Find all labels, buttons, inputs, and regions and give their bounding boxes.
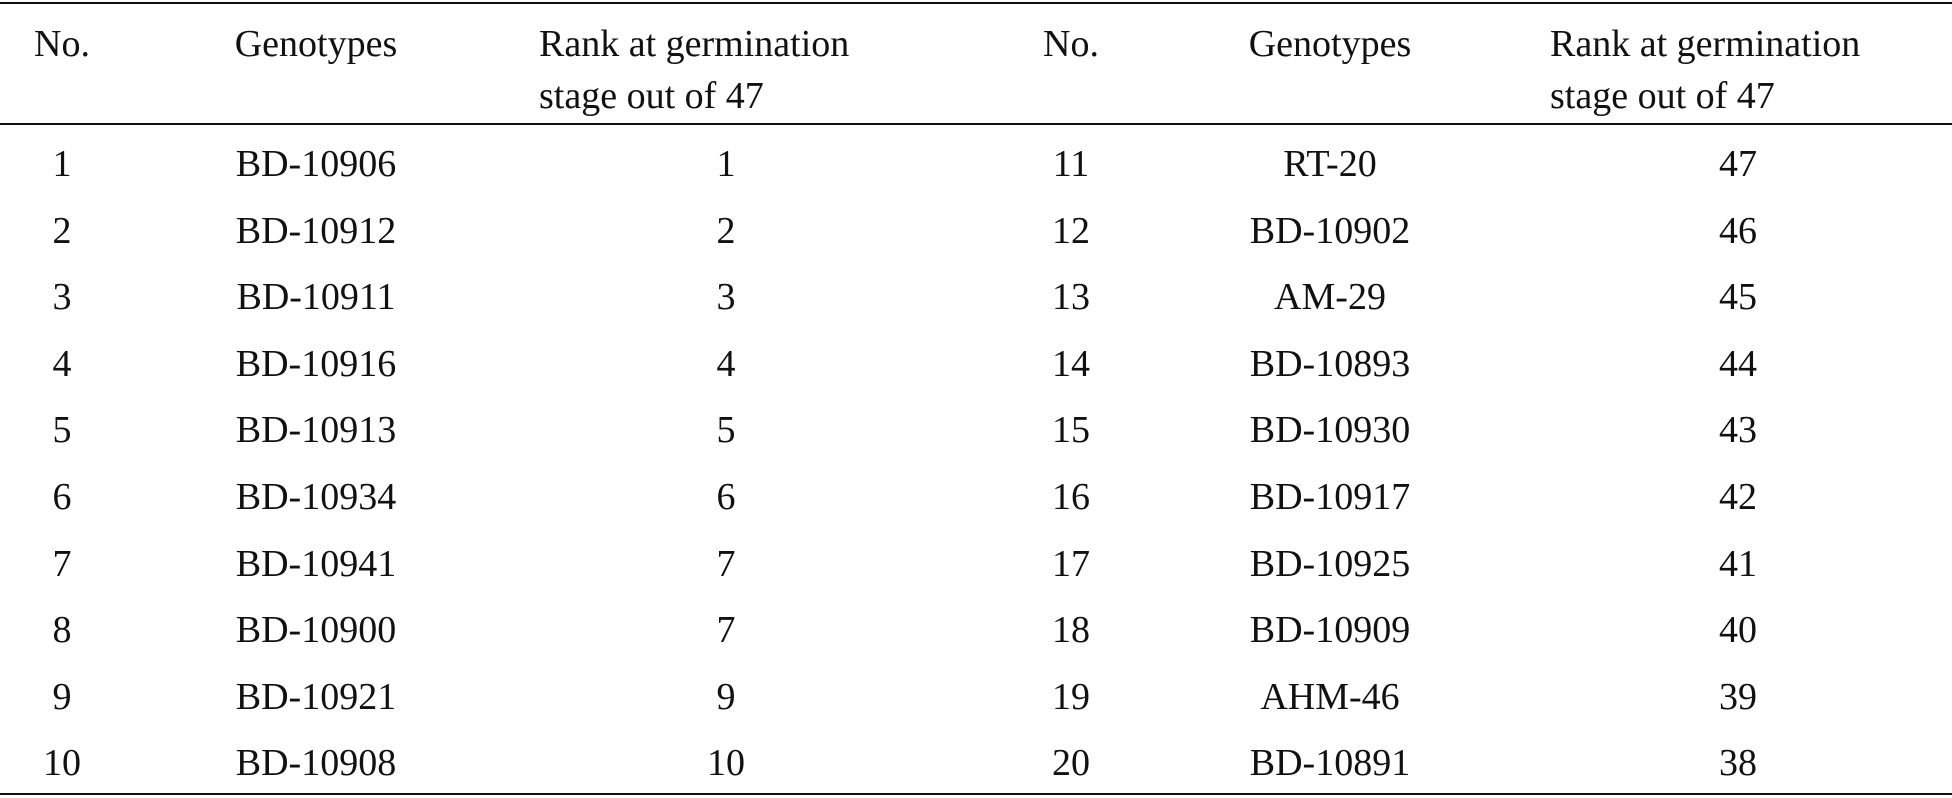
table-cell: 2 (52, 209, 72, 252)
header-rule (0, 123, 1952, 125)
table-cell: 3 (52, 276, 72, 319)
table-cell: BD-10900 (235, 609, 397, 652)
table-cell: 14 (1052, 342, 1090, 385)
table-cell: 46 (1719, 209, 1757, 252)
header-cell: No. (34, 23, 90, 65)
table-cell: 4 (52, 342, 72, 385)
table-cell: BD-10891 (1249, 742, 1411, 785)
table-cell: 45 (1719, 276, 1757, 319)
table-cell: 2 (716, 209, 736, 252)
table-cell: 19 (1052, 675, 1090, 718)
table-cell: 41 (1719, 542, 1757, 585)
table-cell: 7 (716, 542, 736, 585)
table-cell: 44 (1719, 342, 1757, 385)
header-cell: Genotypes (1248, 23, 1412, 65)
table-cell: 17 (1052, 542, 1090, 585)
table-cell: 10 (43, 742, 81, 785)
table-cell: BD-10912 (235, 209, 397, 252)
table-cell: BD-10909 (1249, 609, 1411, 652)
table-cell: RT-20 (1283, 143, 1377, 185)
table-cell: 13 (1052, 276, 1090, 319)
table-cell: 7 (716, 609, 736, 652)
table-cell: 1 (52, 143, 72, 185)
table-cell: BD-10916 (235, 342, 397, 385)
table-cell: 20 (1052, 742, 1090, 785)
header-cell: Genotypes (234, 23, 398, 65)
table-cell: 3 (716, 276, 736, 319)
table-cell: BD-10906 (235, 143, 397, 185)
table-cell: 11 (1052, 143, 1090, 185)
table-cell: 6 (52, 476, 72, 518)
table-cell: BD-10893 (1249, 342, 1411, 385)
table-cell: 47 (1719, 143, 1757, 185)
table-cell: BD-10930 (1249, 409, 1411, 452)
header-cell: Rank at germination stage out of 47 (539, 23, 850, 117)
table-cell: BD-10941 (235, 542, 397, 585)
table-cell: 40 (1719, 609, 1757, 652)
table-cell: BD-10911 (236, 276, 396, 319)
table-cell: 4 (716, 342, 736, 385)
table-cell: 42 (1719, 476, 1757, 518)
table-cell: 9 (716, 675, 736, 718)
table-cell: BD-10908 (235, 742, 397, 785)
table-cell: 39 (1719, 675, 1757, 718)
header-cell: Rank at germination stage out of 47 (1550, 23, 1861, 117)
table-cell: 9 (52, 675, 72, 718)
table-cell: 18 (1052, 609, 1090, 652)
table-cell: 43 (1719, 409, 1757, 452)
table-cell: 38 (1719, 742, 1757, 785)
table-cell: BD-10934 (235, 476, 397, 518)
table-cell: 12 (1052, 209, 1090, 252)
table-cell: 6 (716, 476, 736, 518)
table-cell: BD-10917 (1249, 476, 1411, 518)
table-cell: AM-29 (1274, 276, 1386, 319)
table-cell: 7 (52, 542, 72, 585)
table-cell: BD-10921 (235, 675, 397, 718)
header-cell: No. (1043, 23, 1099, 65)
table-cell: 5 (716, 409, 736, 452)
table-cell: 1 (716, 143, 736, 185)
table-cell: AHM-46 (1260, 675, 1400, 718)
table-cell: 5 (52, 409, 72, 452)
table-cell: 8 (52, 609, 72, 652)
table-cell: 10 (707, 742, 745, 785)
top-rule (0, 2, 1952, 4)
table-cell: BD-10913 (235, 409, 397, 452)
bottom-rule (0, 793, 1952, 795)
table-cell: BD-10902 (1249, 209, 1411, 252)
table-cell: 15 (1052, 409, 1090, 452)
table-cell: BD-10925 (1249, 542, 1411, 585)
table-cell: 16 (1052, 476, 1090, 518)
